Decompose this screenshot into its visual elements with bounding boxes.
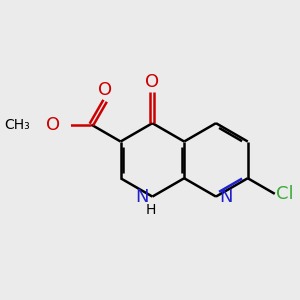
Text: N: N bbox=[219, 188, 233, 206]
Text: O: O bbox=[46, 116, 60, 134]
Text: O: O bbox=[98, 81, 112, 99]
Text: H: H bbox=[146, 203, 156, 217]
Text: O: O bbox=[145, 73, 159, 91]
Text: CH₃: CH₃ bbox=[4, 118, 30, 132]
Text: N: N bbox=[136, 188, 149, 206]
Text: Cl: Cl bbox=[276, 185, 294, 203]
